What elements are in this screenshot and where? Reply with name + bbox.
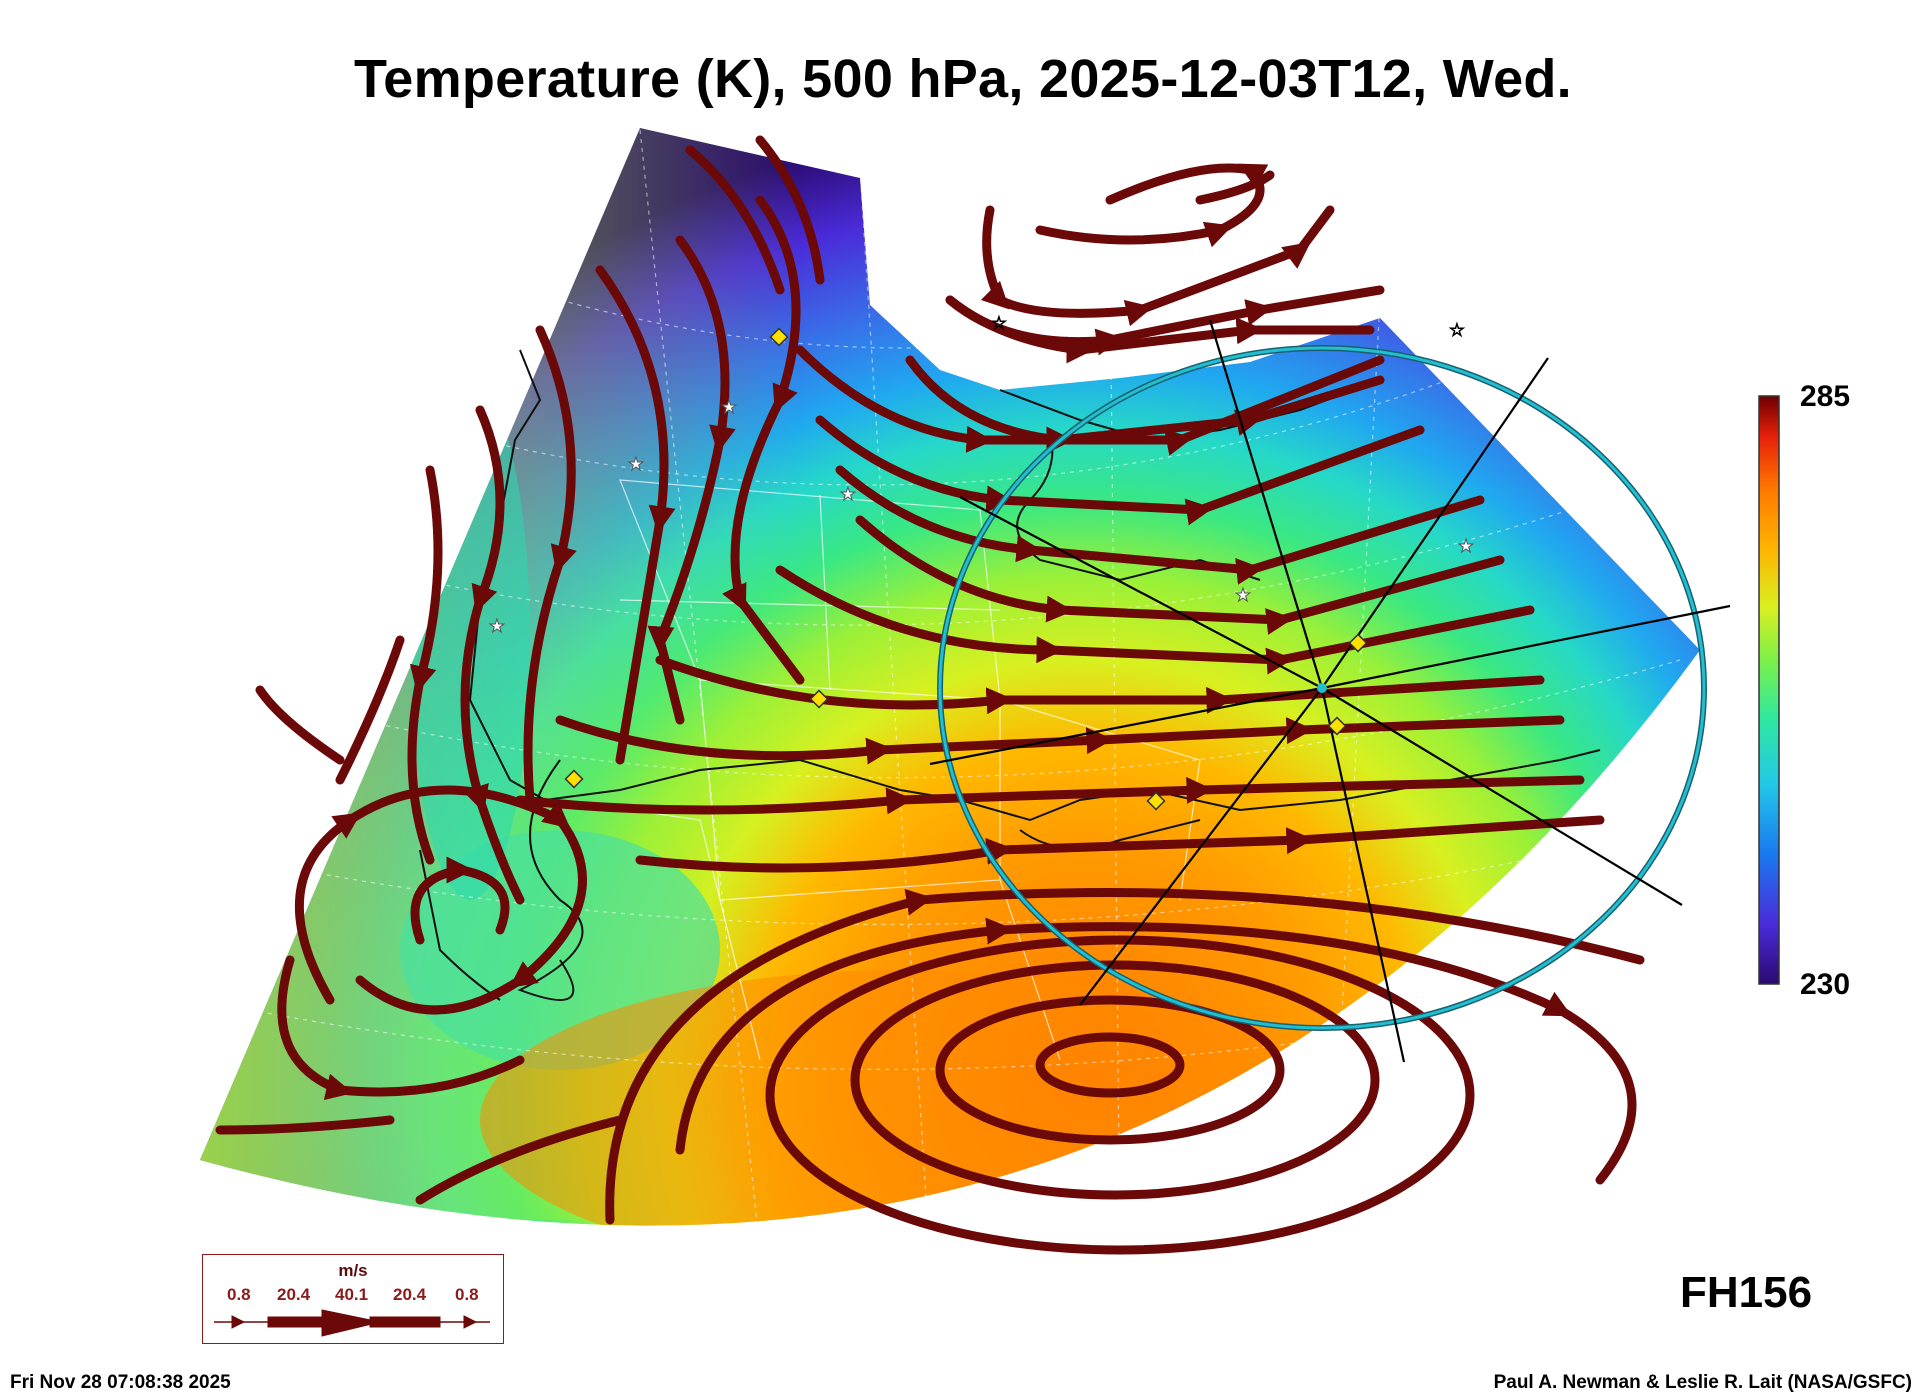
streamline	[775, 565, 1535, 675]
streamline	[647, 235, 736, 725]
star-marker-icon: ☆	[1449, 320, 1465, 341]
streamline	[635, 815, 1605, 873]
streamline	[215, 1115, 395, 1135]
wind-legend-arrows	[214, 1309, 490, 1337]
wind-legend-value: 20.4	[393, 1285, 427, 1304]
streamline	[1035, 163, 1269, 248]
star-markers: ★ ★ ★ ★ ★ ★ ☆ ☆	[488, 313, 1474, 638]
timestamp: Fri Nov 28 07:08:38 2025	[10, 1372, 231, 1393]
star-marker-icon: ☆	[991, 313, 1007, 334]
star-marker-icon: ★	[1458, 536, 1474, 557]
colorbar-max-label: 285	[1800, 380, 1851, 413]
streamline	[605, 888, 1645, 1225]
diamond-markers	[564, 327, 1368, 811]
streamline	[255, 685, 345, 765]
arrow-icon	[321, 1309, 381, 1337]
colorbar	[1758, 395, 1780, 985]
streamline	[755, 135, 825, 285]
streamline	[335, 635, 405, 785]
streamline	[675, 917, 1637, 1185]
wind-legend-value: 0.8	[455, 1285, 479, 1304]
credit: Paul A. Newman & Leslie R. Lait (NASA/GS…	[1493, 1372, 1912, 1393]
range-ring	[929, 319, 1731, 1063]
wind-legend-unit: m/s	[338, 1261, 368, 1280]
streamline	[1035, 1032, 1185, 1098]
streamline	[835, 465, 1485, 585]
colorbar-min-label: 230	[1800, 968, 1851, 1001]
streamline	[980, 205, 1335, 327]
streamline	[415, 1115, 625, 1205]
streamline	[515, 775, 1585, 815]
wind-speed-legend: m/s 0.8 20.4 40.1 20.4 0.8	[202, 1254, 504, 1344]
diamond-marker-icon	[564, 769, 584, 789]
star-marker-icon: ★	[721, 397, 737, 418]
streamline	[655, 655, 1545, 715]
streamline	[555, 715, 1565, 765]
streamline	[855, 515, 1505, 635]
streamline	[1195, 170, 1275, 205]
streamline	[523, 325, 577, 805]
diamond-marker-icon	[1327, 716, 1347, 736]
diamond-marker-icon	[809, 689, 829, 709]
arrow-icon	[463, 1315, 478, 1329]
wind-legend-value: 20.4	[277, 1285, 311, 1304]
diamond-marker-icon	[1348, 633, 1368, 653]
wind-legend-value: 0.8	[227, 1285, 251, 1304]
streamline	[722, 195, 805, 685]
star-marker-icon: ★	[489, 616, 505, 637]
star-marker-icon: ★	[628, 454, 644, 475]
wind-legend-value: 40.1	[335, 1285, 369, 1304]
forecast-hour: FH156	[1680, 1268, 1813, 1317]
streamline	[815, 415, 1425, 526]
star-marker-icon: ★	[1235, 585, 1251, 606]
streamline	[685, 145, 785, 295]
star-marker-icon: ★	[840, 484, 856, 505]
streamline	[945, 285, 1385, 356]
wind-streamlines	[215, 135, 1645, 1255]
streamline	[277, 955, 525, 1101]
streamline	[294, 785, 587, 1015]
streamline	[795, 345, 1385, 456]
arrow-icon	[231, 1315, 246, 1329]
streamline	[410, 856, 510, 945]
map-title: Temperature (K), 500 hPa, 2025-12-03T12,…	[353, 49, 1572, 109]
diamond-marker-icon	[769, 327, 789, 347]
diamond-marker-icon	[1146, 791, 1166, 811]
